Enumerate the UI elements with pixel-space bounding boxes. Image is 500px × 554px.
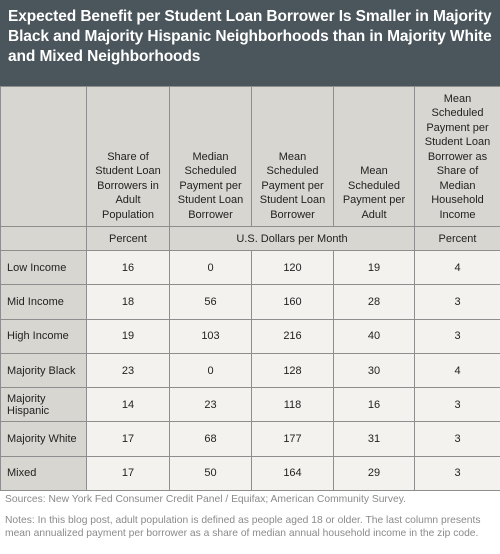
table-cell: 19: [333, 249, 415, 286]
table-cell: 3: [414, 284, 500, 320]
table-cell: 164: [251, 455, 334, 492]
table-row: High Income 19 103 216 40 3: [0, 318, 500, 354]
table-cell: 17: [86, 421, 170, 457]
unit-label-dollars: U.S. Dollars per Month: [169, 226, 415, 251]
table-cell: 177: [251, 421, 334, 457]
table-cell: 28: [333, 284, 415, 320]
table-cell: 3: [414, 318, 500, 354]
table-cell: 40: [333, 318, 415, 354]
table-cell: 160: [251, 284, 334, 320]
table-row: Mid Income 18 56 160 28 3: [0, 284, 500, 320]
table-row: Majority White 17 68 177 31 3: [0, 421, 500, 457]
data-table: Share of Student Loan Borrowers in Adult…: [0, 86, 500, 492]
row-label: Majority Hispanic: [0, 387, 87, 423]
table-cell: 56: [169, 284, 252, 320]
table-cell: 23: [86, 352, 170, 389]
table-cell: 4: [414, 352, 500, 389]
table-cell: 50: [169, 455, 252, 492]
table-cell: 31: [333, 421, 415, 457]
table-cell: 29: [333, 455, 415, 492]
row-label: Low Income: [0, 249, 87, 286]
table-cell: 30: [333, 352, 415, 389]
table-cell: 3: [414, 387, 500, 423]
column-header-mean-payment-borrower: Mean Scheduled Payment per Student Loan …: [251, 86, 334, 227]
table-row: Mixed 17 50 164 29 3: [0, 455, 500, 492]
table-cell: 0: [169, 352, 252, 389]
row-label: High Income: [0, 318, 87, 354]
table-cell: 0: [169, 249, 252, 286]
column-header-median-payment: Median Scheduled Payment per Student Loa…: [169, 86, 252, 227]
table-cell: 216: [251, 318, 334, 354]
sources-note: Sources: New York Fed Consumer Credit Pa…: [5, 494, 406, 505]
row-label: Mid Income: [0, 284, 87, 320]
unit-row: Percent U.S. Dollars per Month Percent: [0, 226, 500, 251]
table-cell: 18: [86, 284, 170, 320]
column-header-mean-payment-adult: Mean Scheduled Payment per Adult: [333, 86, 415, 227]
table-cell: 3: [414, 455, 500, 492]
table-cell: 120: [251, 249, 334, 286]
unit-cell-empty: [0, 226, 87, 251]
table-cell: 4: [414, 249, 500, 286]
row-label: Majority Black: [0, 352, 87, 389]
column-header-payment-share-income: Mean Scheduled Payment per Student Loan …: [414, 86, 500, 227]
table-cell: 16: [86, 249, 170, 286]
table-cell: 3: [414, 421, 500, 457]
table-cell: 68: [169, 421, 252, 457]
unit-label-percent: Percent: [86, 226, 170, 251]
table-row: Majority Hispanic 14 23 118 16 3: [0, 387, 500, 423]
table-cell: 17: [86, 455, 170, 492]
table-cell: 16: [333, 387, 415, 423]
row-label: Majority White: [0, 421, 87, 457]
column-header-share-borrowers: Share of Student Loan Borrowers in Adult…: [86, 86, 170, 227]
table-row: Majority Black 23 0 128 30 4: [0, 352, 500, 389]
unit-label-percent: Percent: [414, 226, 500, 251]
table-cell: 118: [251, 387, 334, 423]
title-bar: Expected Benefit per Student Loan Borrow…: [0, 0, 500, 86]
table-body: Low Income 16 0 120 19 4 Mid Income 18 56 160 28 3 H…: [0, 249, 500, 492]
column-header-empty: [0, 86, 87, 227]
notes-text: Notes: In this blog post, adult populati…: [5, 515, 481, 539]
row-label: Mixed: [0, 455, 87, 492]
chart-title: Expected Benefit per Student Loan Borrow…: [8, 8, 492, 65]
table-cell: 19: [86, 318, 170, 354]
table-cell: 23: [169, 387, 252, 423]
header-row: Share of Student Loan Borrowers in Adult…: [0, 86, 500, 227]
table-cell: 128: [251, 352, 334, 389]
table-cell: 103: [169, 318, 252, 354]
table-row: Low Income 16 0 120 19 4: [0, 249, 500, 286]
table-cell: 14: [86, 387, 170, 423]
